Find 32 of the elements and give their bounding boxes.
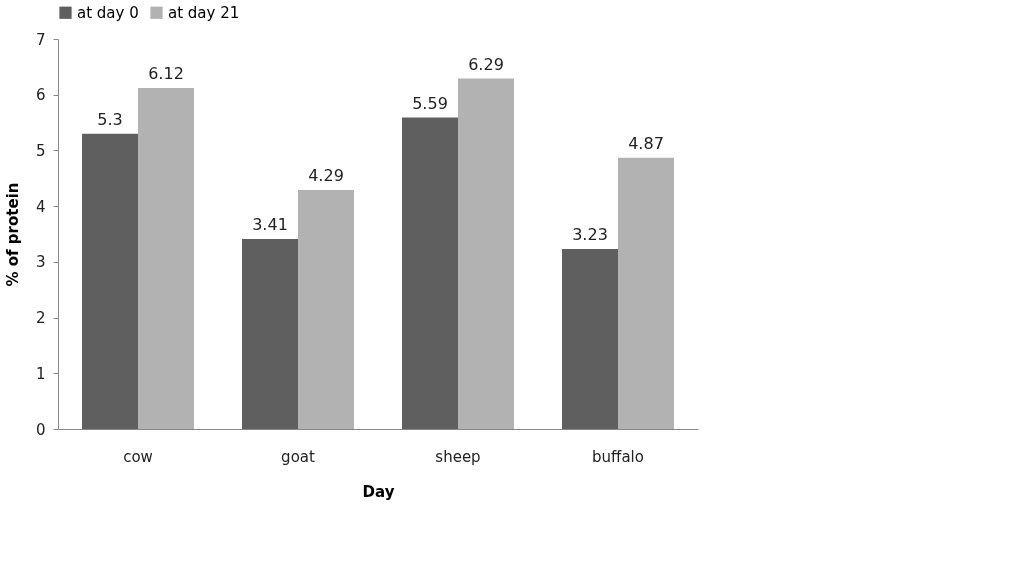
data-label: 6.29: [468, 54, 504, 74]
bar: [298, 189, 354, 429]
x-axis-title: Day: [362, 482, 395, 501]
data-label: 5.3: [97, 109, 123, 129]
bar: [458, 78, 514, 429]
legend-label: at day 21: [168, 3, 240, 22]
data-label: 3.41: [252, 215, 288, 235]
bar: [138, 88, 194, 429]
y-tick-label: 1: [35, 364, 46, 383]
bar: [562, 249, 618, 429]
data-label: 4.87: [628, 133, 664, 153]
y-tick-label: 2: [35, 309, 46, 328]
legend-label: at day 0: [77, 3, 139, 22]
data-label: 5.59: [412, 93, 448, 113]
y-tick-label: 4: [35, 197, 46, 216]
x-tick-label: sheep: [435, 447, 481, 466]
y-tick-label: 5: [35, 141, 46, 160]
x-tick-label: buffalo: [592, 447, 644, 466]
y-axis-title: % of protein: [3, 182, 22, 287]
y-tick-label: 7: [35, 30, 46, 49]
data-label: 6.12: [148, 64, 184, 84]
x-tick-label: goat: [281, 447, 315, 466]
x-tick-label: cow: [123, 447, 153, 466]
y-tick-label: 6: [35, 86, 46, 105]
bar: [618, 157, 674, 429]
data-label: 3.23: [572, 225, 608, 245]
bar: [242, 239, 298, 429]
bar: [82, 133, 138, 429]
data-label: 4.29: [308, 165, 344, 185]
bar: [402, 117, 458, 429]
y-tick-label: 3: [35, 253, 46, 272]
y-tick-label: 0: [35, 420, 46, 439]
